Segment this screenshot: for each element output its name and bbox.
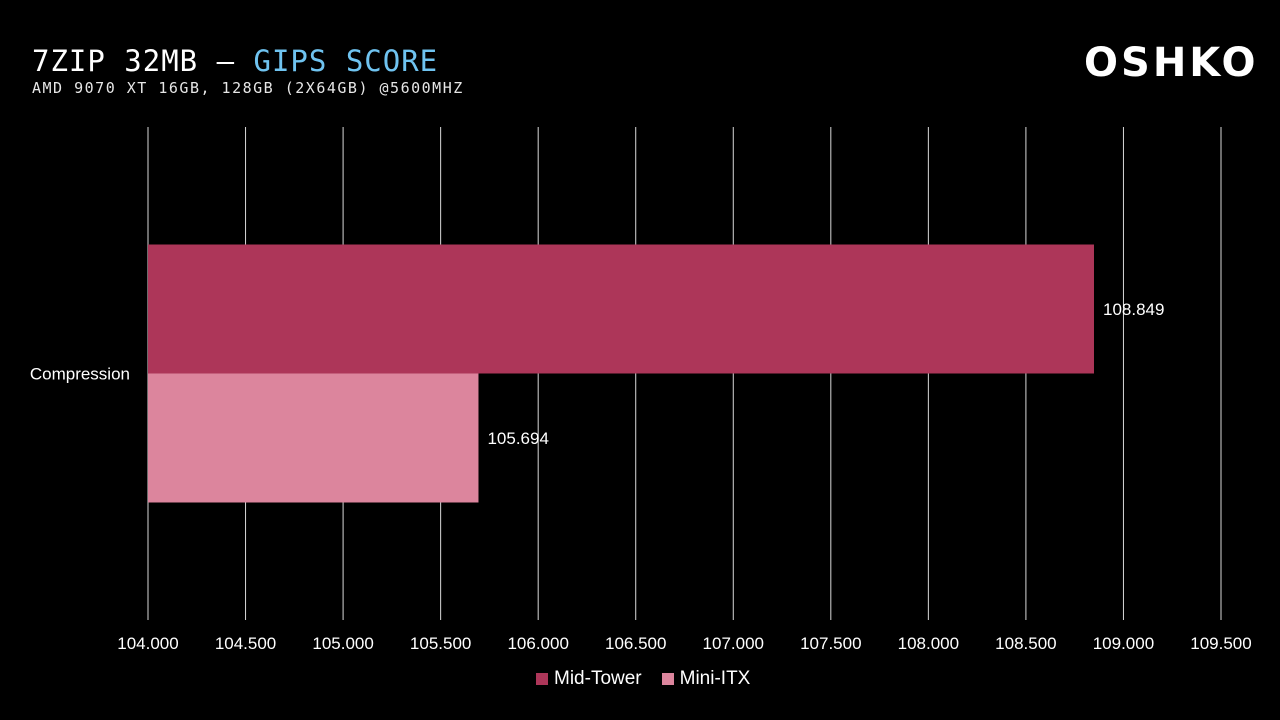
x-tick-label: 105.000	[312, 634, 373, 653]
legend-item-mini-itx: Mini-ITX	[661, 668, 751, 690]
x-tick-label: 106.000	[507, 634, 568, 653]
category-label: Compression	[30, 365, 130, 384]
x-tick-label: 109.500	[1190, 634, 1251, 653]
legend-swatch-mid-tower	[536, 673, 548, 685]
x-tick-label: 104.000	[117, 634, 178, 653]
x-tick-label: 107.500	[800, 634, 861, 653]
data-label: 108.849	[1103, 300, 1164, 319]
bars	[148, 244, 1094, 503]
legend-item-mid-tower: Mid-Tower	[536, 668, 642, 690]
x-tick-label: 106.500	[605, 634, 666, 653]
chart-title: 7ZIP 32MB – GIPS SCORE	[32, 44, 438, 78]
title-accent: GIPS SCORE	[253, 44, 439, 78]
x-tick-label: 108.500	[995, 634, 1056, 653]
legend-label-mid-tower: Mid-Tower	[554, 668, 642, 689]
x-tick-label: 109.000	[1093, 634, 1154, 653]
chart-subtitle: AMD 9070 XT 16GB, 128GB (2x64GB) @5600MH…	[32, 79, 464, 97]
y-axis-categories: Compression	[30, 365, 130, 384]
bar-mini-itx	[148, 373, 479, 503]
legend: Mid-Tower Mini-ITX	[536, 668, 750, 690]
legend-swatch-mini-itx	[661, 673, 674, 685]
brand-logo: OSHKO	[1084, 40, 1259, 86]
legend-label-mini-itx: Mini-ITX	[679, 668, 751, 689]
bar-mid-tower	[148, 244, 1094, 374]
x-axis-ticks: 104.000 104.500 105.000 105.500 106.000 106.5…	[117, 634, 1251, 653]
data-labels: 108.849 105.694	[487, 300, 1164, 448]
x-tick-label: 107.000	[703, 634, 764, 653]
x-tick-label: 105.500	[410, 634, 471, 653]
data-label: 105.694	[487, 429, 548, 448]
title-main: 7ZIP 32MB –	[32, 44, 254, 78]
x-tick-label: 108.000	[898, 634, 959, 653]
x-tick-label: 104.500	[215, 634, 276, 653]
